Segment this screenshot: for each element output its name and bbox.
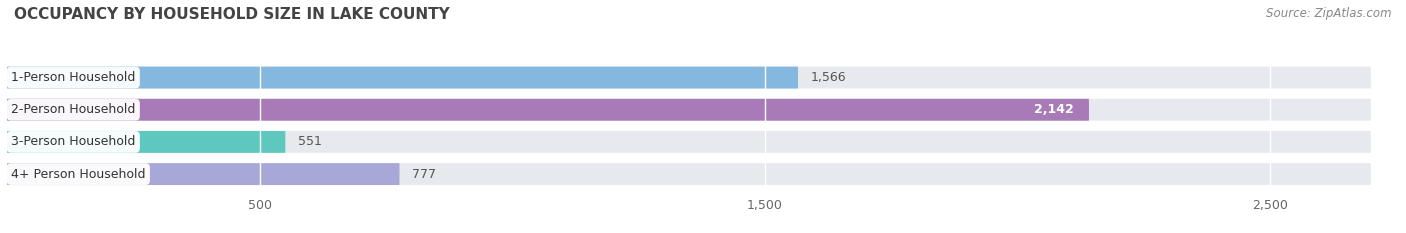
Text: 551: 551 — [298, 135, 322, 148]
FancyBboxPatch shape — [7, 163, 1371, 185]
FancyBboxPatch shape — [7, 99, 1371, 121]
Text: 777: 777 — [412, 168, 436, 181]
FancyBboxPatch shape — [7, 131, 1371, 153]
FancyBboxPatch shape — [7, 163, 399, 185]
Text: 4+ Person Household: 4+ Person Household — [11, 168, 146, 181]
Text: 1,566: 1,566 — [811, 71, 846, 84]
Text: 1-Person Household: 1-Person Household — [11, 71, 135, 84]
Text: 3-Person Household: 3-Person Household — [11, 135, 135, 148]
Text: 2-Person Household: 2-Person Household — [11, 103, 135, 116]
Text: 2,142: 2,142 — [1033, 103, 1074, 116]
FancyBboxPatch shape — [7, 67, 1371, 89]
Text: Source: ZipAtlas.com: Source: ZipAtlas.com — [1267, 7, 1392, 20]
FancyBboxPatch shape — [7, 99, 1090, 121]
FancyBboxPatch shape — [7, 67, 799, 89]
FancyBboxPatch shape — [7, 131, 285, 153]
Text: OCCUPANCY BY HOUSEHOLD SIZE IN LAKE COUNTY: OCCUPANCY BY HOUSEHOLD SIZE IN LAKE COUN… — [14, 7, 450, 22]
